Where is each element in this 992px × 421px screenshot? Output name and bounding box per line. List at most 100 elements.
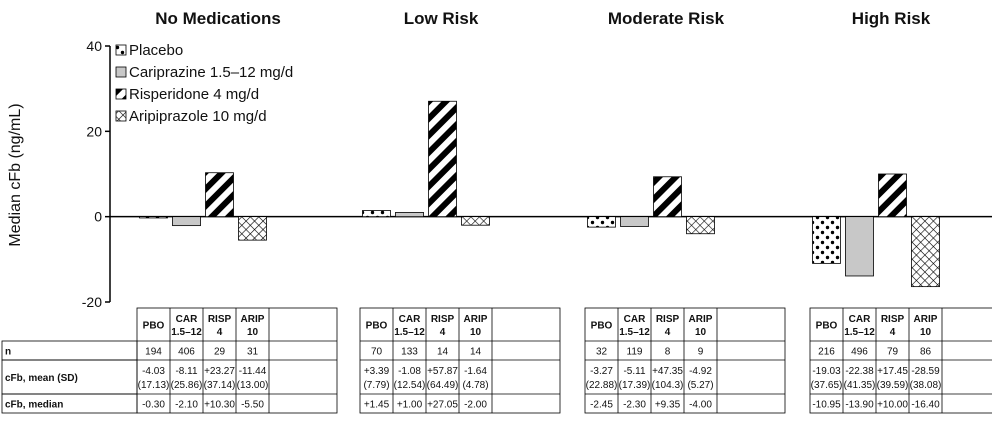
table-cell-n: 9 <box>698 347 704 358</box>
bars <box>139 100 940 288</box>
table-cell-median: +10.00 <box>877 400 908 411</box>
table-header: PBO <box>366 321 388 332</box>
y-tick-label: -20 <box>82 294 102 310</box>
data-table: n cFb, mean (SD) cFb, median PBO CAR 1.5–12 RI… <box>1 307 992 414</box>
table-header: ARIP <box>914 314 938 325</box>
table-cell-n: 31 <box>247 347 259 358</box>
bar-gray <box>620 216 649 227</box>
table-cell-sd: (17.13) <box>138 380 170 391</box>
table-cell-sd: (104.3) <box>652 380 684 391</box>
table-cell-n: 133 <box>401 347 418 358</box>
table-header: RISP <box>881 314 905 325</box>
table-cell-median: +10.30 <box>204 400 235 411</box>
legend-label: Placebo <box>129 42 183 59</box>
table-cell-n: 406 <box>178 347 195 358</box>
table-header: PBO <box>591 321 613 332</box>
bar-gray <box>395 211 424 218</box>
table-cell-mean: +57.87 <box>427 366 458 377</box>
table-cell-mean: +23.27 <box>204 366 235 377</box>
table-header: 1.5–12 <box>394 327 425 338</box>
bar-diagonal <box>653 176 682 218</box>
table-row-label: n <box>5 347 11 358</box>
table-header: 4 <box>665 327 671 338</box>
table-cell-mean: -4.92 <box>689 366 712 377</box>
group-title: No Medications <box>155 9 281 28</box>
table-block-frame <box>359 307 561 414</box>
table-header: RISP <box>431 314 455 325</box>
group-title: High Risk <box>852 9 931 28</box>
table-cell-median: -2.10 <box>175 400 198 411</box>
table-header: 1.5–12 <box>844 327 875 338</box>
table-header: PBO <box>143 321 165 332</box>
table-cell-n: 32 <box>596 347 608 358</box>
table-row-label: cFb, median <box>5 400 63 411</box>
table-cell-median: -2.45 <box>590 400 613 411</box>
table-header: 10 <box>470 327 482 338</box>
table-header: 10 <box>247 327 259 338</box>
table-cell-sd: (38.08) <box>910 380 942 391</box>
table-cell-median: -2.00 <box>464 400 487 411</box>
bar-crosshatch <box>686 216 715 235</box>
table-cell-n: 194 <box>145 347 162 358</box>
legend: Placebo Cariprazine 1.5–12 mg/d Risperidon… <box>115 42 293 125</box>
table-cell-sd: (12.54) <box>394 380 426 391</box>
table-row-label: cFb, mean (SD) <box>5 373 78 384</box>
bar-diagonal <box>428 100 457 218</box>
table-cell-n: 14 <box>470 347 482 358</box>
table-cell-median: +1.45 <box>364 400 390 411</box>
table-cell-n: 70 <box>371 347 383 358</box>
table-cell-sd: (22.88) <box>586 380 618 391</box>
table-cell-median: -2.30 <box>623 400 646 411</box>
table-cell-n: 86 <box>920 347 932 358</box>
bar-diagonal <box>878 173 907 218</box>
bar-dots <box>362 210 391 218</box>
table-row-label-cell <box>1 340 138 361</box>
table-header: ARIP <box>464 314 488 325</box>
table-block-frame <box>584 307 786 414</box>
table-header: ARIP <box>241 314 265 325</box>
table-cell-median: -5.50 <box>241 400 264 411</box>
table-cell-sd: (17.39) <box>619 380 651 391</box>
table-cell-mean: -3.27 <box>590 366 613 377</box>
table-header: RISP <box>208 314 232 325</box>
table-cell-mean: -5.11 <box>623 366 645 377</box>
table-cell-n: 8 <box>665 347 671 358</box>
table-cell-mean: -22.38 <box>845 366 874 377</box>
table-cell-mean: -1.08 <box>398 366 421 377</box>
legend-label: Risperidone 4 mg/d <box>129 86 259 103</box>
table-header: CAR <box>624 314 646 325</box>
table-block-frame <box>136 307 338 414</box>
table-cell-n: 79 <box>887 347 899 358</box>
table-header: RISP <box>656 314 680 325</box>
table-cell-sd: (5.27) <box>687 380 713 391</box>
table-header: 10 <box>695 327 707 338</box>
table-header: 1.5–12 <box>619 327 650 338</box>
table-cell-median: -16.40 <box>911 400 940 411</box>
table-cell-median: -10.95 <box>812 400 841 411</box>
table-block-frame <box>809 307 992 414</box>
y-tick-label: 0 <box>94 209 102 225</box>
table-header: CAR <box>849 314 871 325</box>
y-tick-label: 20 <box>86 123 102 139</box>
table-cell-median: -13.90 <box>845 400 874 411</box>
y-axis-title: Median cFb (ng/mL) <box>7 103 24 246</box>
table-cell-sd: (25.86) <box>171 380 203 391</box>
table-cell-median: -4.00 <box>689 400 712 411</box>
table-cell-mean: +17.45 <box>877 366 908 377</box>
table-cell-median: +9.35 <box>655 400 681 411</box>
y-tick-label: 40 <box>86 38 102 54</box>
table-header: CAR <box>176 314 198 325</box>
bar-gray <box>845 216 874 277</box>
bar-diagonal <box>205 172 234 218</box>
legend-label: Cariprazine 1.5–12 mg/d <box>129 64 293 81</box>
table-header: 1.5–12 <box>171 327 202 338</box>
group-title: Low Risk <box>404 9 479 28</box>
table-cell-mean: -28.59 <box>911 366 940 377</box>
legend-swatch-dots <box>115 44 127 56</box>
bar-dots <box>139 216 168 219</box>
table-cell-sd: (37.65) <box>811 380 843 391</box>
group-title: Moderate Risk <box>608 9 725 28</box>
bar-crosshatch <box>238 216 267 241</box>
table-cell-sd: (39.59) <box>877 380 909 391</box>
